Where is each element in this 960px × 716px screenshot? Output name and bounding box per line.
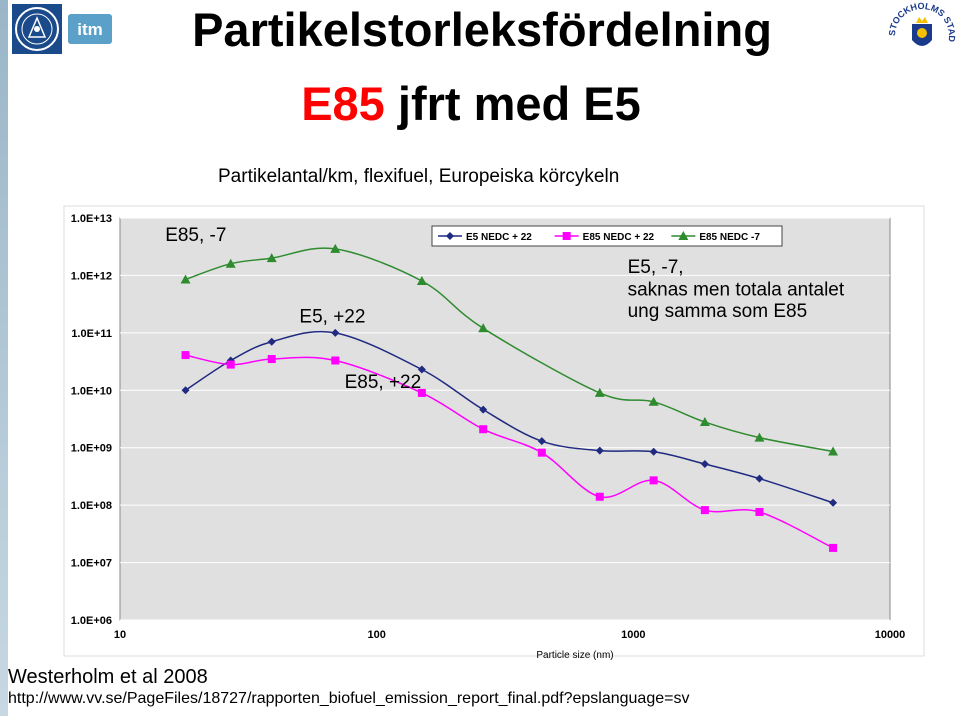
stockholm-city-logo: STOCKHOLMS STAD [888,2,956,68]
legend-label: E5 NEDC + 22 [466,232,532,243]
chart-annotation: saknas men totala antalet [628,279,845,300]
data-point-e85-nedc-7 [754,432,765,442]
itm-logo-text: itm [77,20,103,39]
y-tick-label: 1.0E+09 [71,443,112,455]
chart-annotation: E5, +22 [299,307,365,328]
x-axis-label: Particle size (nm) [536,650,613,661]
data-point-e5-nedc-22 [181,386,190,395]
data-point-e85-nedc-7 [478,323,489,333]
data-point-e5-nedc-22 [417,365,426,374]
logo-row: itm [8,0,112,58]
data-point-e85-nedc-7 [699,417,710,427]
y-tick-label: 1.0E+13 [71,213,112,225]
data-point-e85-nedc-22 [829,543,838,552]
data-point-e5-nedc-22 [479,405,488,414]
data-point-e85-nedc-7 [648,396,659,406]
data-point-e5-nedc-22 [267,337,276,346]
subtitle: Partikelantal/km, flexifuel, Europeiska … [218,166,620,187]
data-point-e85-nedc-7 [225,258,236,268]
data-point-e85-nedc-22 [649,476,658,485]
data-point-e85-nedc-22 [226,360,235,369]
data-point-e85-nedc-22 [755,507,764,516]
data-point-e85-nedc-7 [828,446,839,456]
page-title: Partikelstorleksfördelning [192,3,772,56]
left-accent-strip [0,0,8,716]
data-point-e5-nedc-22 [537,437,546,446]
data-point-e85-nedc-22 [267,355,276,364]
data-point-e5-nedc-22 [595,446,604,455]
data-point-e85-nedc-22 [537,448,546,457]
y-tick-label: 1.0E+10 [71,385,112,397]
data-point-e85-nedc-7 [594,387,605,397]
data-point-e85-nedc-22 [417,388,426,397]
legend-marker [562,232,571,240]
itm-logo: itm [68,14,112,44]
legend-label: E85 NEDC + 22 [583,232,655,243]
data-point-e85-nedc-22 [181,351,190,360]
title-rest: jfrt med E5 [397,77,641,130]
plot-area [119,217,891,621]
y-tick-label: 1.0E+07 [71,558,112,570]
data-point-e85-nedc-22 [479,425,488,434]
data-point-e5-nedc-22 [331,328,340,337]
x-tick-label: 1000 [621,629,645,641]
y-tick-label: 1.0E+08 [71,500,112,512]
y-tick-label: 1.0E+06 [71,615,112,627]
chart-annotation: E5, -7, [628,257,684,278]
data-point-e85-nedc-7 [416,275,427,285]
data-point-e85-nedc-22 [700,506,709,515]
data-point-e85-nedc-22 [331,356,340,365]
data-point-e85-nedc-7 [266,253,277,263]
legend-marker [446,232,454,240]
y-tick-label: 1.0E+11 [71,328,112,340]
data-point-e85-nedc-7 [330,243,341,253]
x-tick-label: 10000 [875,629,906,641]
citation: Westerholm et al 2008 [8,666,208,688]
legend-box [431,225,783,247]
page-title-line2: E85 jfrt med E5 [0,76,951,131]
x-tick-label: 100 [367,629,385,641]
x-tick-label: 10 [114,629,126,641]
chart-annotation: E85, +22 [345,372,422,393]
data-point-e5-nedc-22 [700,460,709,469]
chart-annotation: E85, -7 [165,225,226,246]
data-point-e85-nedc-7 [180,274,191,284]
y-tick-label: 1.0E+12 [71,270,112,282]
legend-label: E85 NEDC -7 [699,232,760,243]
legend-marker [678,231,689,240]
data-point-e5-nedc-22 [829,498,838,507]
university-seal-logo [12,4,62,54]
chart-annotation: ung samma som E85 [628,301,808,322]
data-point-e5-nedc-22 [755,474,764,483]
data-point-e5-nedc-22 [649,447,658,456]
title-accent-e85: E85 [301,77,385,130]
source-url[interactable]: http://www.vv.se/PageFiles/18727/rapport… [8,690,690,707]
data-point-e85-nedc-22 [595,492,604,501]
